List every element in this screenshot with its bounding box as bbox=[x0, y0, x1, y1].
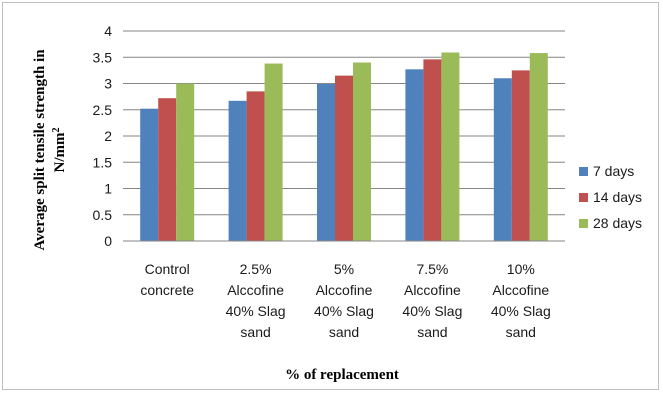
x-category-label: Alccofine bbox=[492, 282, 549, 298]
bar-28-days-0 bbox=[176, 83, 195, 241]
x-category-label: 5% bbox=[334, 261, 354, 277]
y-axis-title: Average split tensile strength in N/mm2 bbox=[32, 49, 68, 251]
x-category-label: Alccofine bbox=[316, 282, 373, 298]
x-category-label: Alccofine bbox=[404, 282, 461, 298]
y-tick-label: 4 bbox=[104, 23, 112, 39]
x-category-label: sand bbox=[240, 324, 270, 340]
y-tick-label: 0.5 bbox=[93, 207, 113, 223]
legend: 7 days 14 days 28 days bbox=[579, 163, 642, 231]
x-category-label: 7.5% bbox=[416, 261, 448, 277]
legend-label: 28 days bbox=[593, 215, 642, 231]
y-tick-label: 1.5 bbox=[93, 154, 113, 170]
bar-28-days-1 bbox=[264, 63, 283, 241]
legend-swatch bbox=[579, 193, 588, 202]
bar-7-days-0 bbox=[140, 108, 159, 241]
y-tick-label: 2.5 bbox=[93, 102, 113, 118]
bars bbox=[140, 52, 548, 242]
x-category-label: Control bbox=[145, 261, 190, 277]
legend-label: 7 days bbox=[593, 163, 634, 179]
x-category-label: sand bbox=[506, 324, 536, 340]
x-category-label: 40% Slag bbox=[402, 303, 462, 319]
y-tick-label: 0 bbox=[104, 233, 112, 249]
y-axis-title-line2: N/mm2 bbox=[51, 128, 69, 173]
x-category-label: concrete bbox=[140, 282, 194, 298]
bar-14-days-1 bbox=[246, 91, 265, 241]
bar-28-days-3 bbox=[441, 52, 460, 242]
bar-14-days-3 bbox=[423, 59, 442, 241]
x-axis-title: % of replacement bbox=[285, 367, 399, 383]
y-axis-ticks: 0 0.5 1 1.5 2 2.5 3 3.5 4 bbox=[93, 23, 113, 249]
y-tick-label: 3 bbox=[104, 76, 112, 92]
x-category-label: 40% Slag bbox=[226, 303, 286, 319]
bar-28-days-4 bbox=[529, 53, 548, 241]
legend-label: 14 days bbox=[593, 189, 642, 205]
bar-28-days-2 bbox=[353, 62, 371, 241]
x-axis-category-labels: Control concrete 2.5% Alccofine 40% Slag sand… bbox=[140, 261, 550, 340]
x-category-label: 40% Slag bbox=[491, 303, 551, 319]
x-category-label: sand bbox=[417, 324, 447, 340]
bar-14-days-0 bbox=[158, 98, 177, 241]
bar-7-days-3 bbox=[405, 69, 424, 241]
x-category-label: Alccofine bbox=[227, 282, 284, 298]
bar-7-days-2 bbox=[317, 84, 335, 242]
x-category-label: 10% bbox=[507, 261, 535, 277]
legend-swatch bbox=[579, 219, 588, 228]
y-tick-label: 2 bbox=[104, 128, 112, 144]
x-category-label: 2.5% bbox=[240, 261, 272, 277]
bar-7-days-1 bbox=[228, 100, 247, 241]
y-tick-label: 3.5 bbox=[93, 49, 113, 65]
y-axis-title-line1: Average split tensile strength in bbox=[32, 49, 48, 251]
bar-14-days-4 bbox=[511, 70, 530, 241]
x-category-label: 40% Slag bbox=[314, 303, 374, 319]
y-tick-label: 1 bbox=[104, 181, 112, 197]
bar-7-days-4 bbox=[493, 78, 512, 241]
x-category-label: sand bbox=[329, 324, 359, 340]
legend-swatch bbox=[579, 167, 588, 176]
bar-14-days-2 bbox=[335, 75, 353, 241]
